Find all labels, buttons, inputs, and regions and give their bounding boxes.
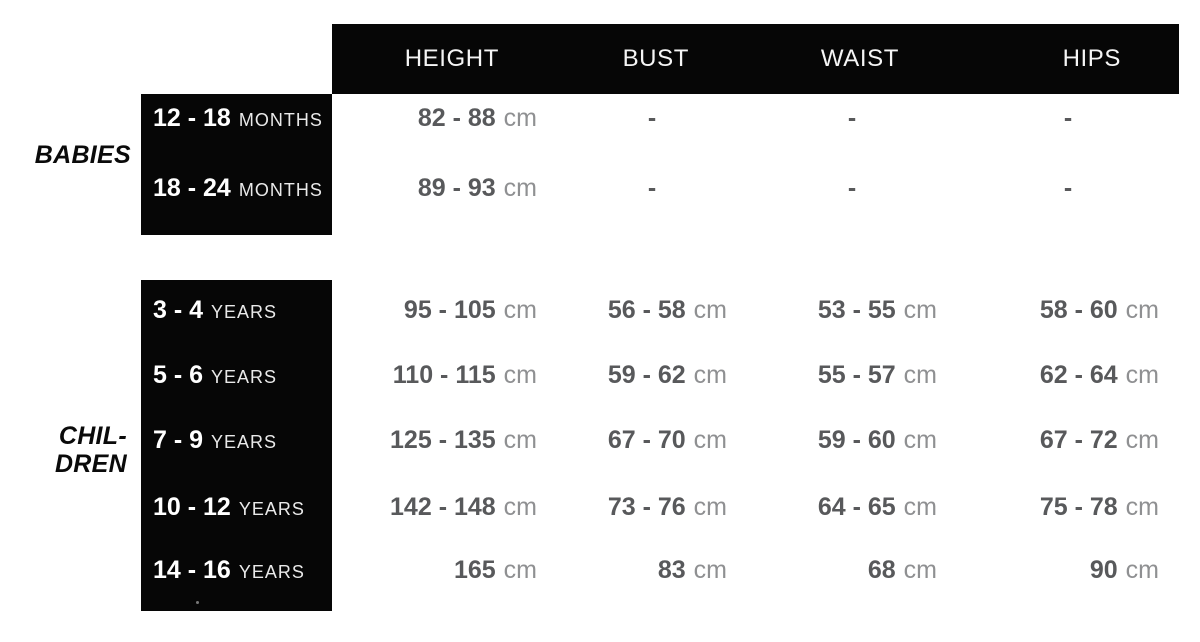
cell-bust: - [647, 103, 657, 132]
stray-dot [196, 601, 199, 604]
cell-height: 82 - 88 cm [417, 103, 537, 132]
section-label-children: CHIL- DREN [0, 422, 127, 478]
cell-hips: 67 - 72 cm [1039, 425, 1159, 454]
table-row: 18 - 24 MONTHS 89 - 93 cm - - - [141, 166, 1179, 210]
age-range: 10 - 12 [153, 492, 231, 521]
age-unit: YEARS [211, 301, 278, 322]
cell-waist: 64 - 65 cm [817, 492, 937, 521]
cell-bust: 67 - 70 cm [607, 425, 727, 454]
babies-age-box [141, 94, 332, 235]
cell-hips: - [1063, 103, 1073, 132]
age-unit: YEARS [211, 366, 278, 387]
cell-height: 95 - 105 cm [403, 295, 537, 324]
cell-waist: 55 - 57 cm [817, 360, 937, 389]
table-row: 14 - 16 YEARS 165 cm 83 cm 68 cm 90 cm [141, 548, 1179, 592]
cell-height: 89 - 93 cm [417, 173, 537, 202]
cell-waist: - [847, 103, 857, 132]
age-label: 18 - 24 MONTHS [141, 174, 332, 203]
age-label: 14 - 16 YEARS [141, 556, 332, 585]
cell-height: 165 cm [453, 555, 537, 584]
age-range: 3 - 4 [153, 295, 204, 324]
table-row: 5 - 6 YEARS 110 - 115 cm 59 - 62 cm 55 - 57… [141, 353, 1179, 397]
column-header-hips: HIPS [1062, 45, 1121, 72]
section-label-line: CHIL- [58, 422, 127, 450]
age-range: 5 - 6 [153, 360, 204, 389]
cell-height: 110 - 115 cm [392, 360, 537, 389]
cell-waist: 53 - 55 cm [817, 295, 937, 324]
cell-hips: - [1063, 173, 1073, 202]
cell-hips: 75 - 78 cm [1039, 492, 1159, 521]
section-label-line: DREN [54, 450, 127, 478]
column-header-bust: BUST [622, 45, 689, 72]
age-label: 7 - 9 YEARS [141, 426, 332, 455]
cell-waist: 59 - 60 cm [817, 425, 937, 454]
cell-hips: 90 cm [1089, 555, 1159, 584]
section-label-babies: BABIES [0, 141, 131, 169]
age-label: 10 - 12 YEARS [141, 493, 332, 522]
cell-bust: 83 cm [657, 555, 727, 584]
table-row: 12 - 18 MONTHS 82 - 88 cm - - - [141, 96, 1179, 140]
cell-bust: 59 - 62 cm [607, 360, 727, 389]
column-header-height: HEIGHT [404, 45, 499, 72]
cell-bust: - [647, 173, 657, 202]
cell-height: 125 - 135 cm [390, 425, 537, 454]
section-label-line: BABIES [34, 141, 131, 169]
cell-height: 142 - 148 cm [390, 492, 537, 521]
age-unit: YEARS [238, 561, 305, 582]
cell-hips: 58 - 60 cm [1039, 295, 1159, 324]
cell-bust: 73 - 76 cm [607, 492, 727, 521]
age-unit: YEARS [211, 431, 278, 452]
table-row: 10 - 12 YEARS 142 - 148 cm 73 - 76 cm 64 - … [141, 485, 1179, 529]
column-header-bar: HEIGHT BUST WAIST HIPS [332, 24, 1179, 94]
age-unit: YEARS [238, 498, 305, 519]
age-label: 12 - 18 MONTHS [141, 104, 332, 133]
cell-hips: 62 - 64 cm [1039, 360, 1159, 389]
table-row: 3 - 4 YEARS 95 - 105 cm 56 - 58 cm 53 - 55 c… [141, 288, 1179, 332]
cell-waist: 68 cm [867, 555, 937, 584]
age-range: 12 - 18 [153, 103, 231, 132]
cell-waist: - [847, 173, 857, 202]
age-range: 7 - 9 [153, 425, 204, 454]
table-row: 7 - 9 YEARS 125 - 135 cm 67 - 70 cm 59 - 60… [141, 418, 1179, 462]
age-range: 14 - 16 [153, 555, 231, 584]
column-header-waist: WAIST [820, 45, 899, 72]
children-age-box [141, 280, 332, 611]
age-label: 5 - 6 YEARS [141, 361, 332, 390]
cell-bust: 56 - 58 cm [607, 295, 727, 324]
age-unit: MONTHS [238, 109, 323, 130]
age-range: 18 - 24 [153, 173, 231, 202]
age-unit: MONTHS [238, 179, 323, 200]
age-label: 3 - 4 YEARS [141, 296, 332, 325]
